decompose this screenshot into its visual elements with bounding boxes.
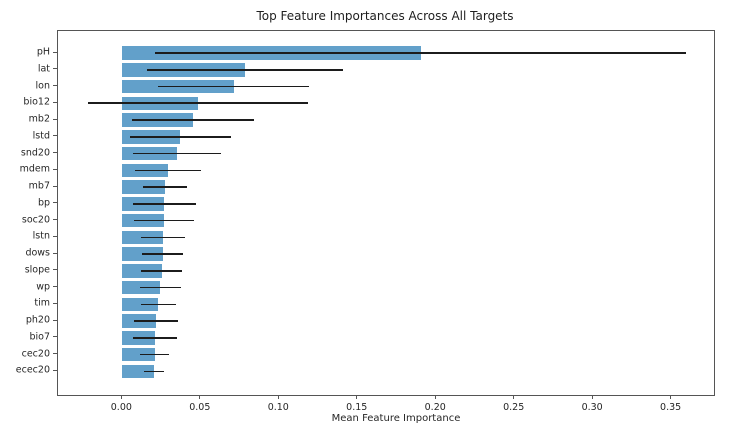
y-tick-label-mb2: mb2 [28,113,50,125]
y-tick-label-bp: bp [37,197,50,209]
error-bar-wp [139,286,181,289]
y-tick-mark [53,85,57,87]
error-bar-snd20 [133,152,222,155]
y-tick-mark [53,286,57,288]
y-tick-mark [53,336,57,338]
y-tick-label-soc20: soc20 [21,214,50,226]
x-tick-label-0.35: 0.35 [660,402,682,413]
y-tick-mark [53,101,57,103]
y-tick-mark [53,353,57,355]
error-bar-lat [146,68,343,71]
x-axis-label: Mean Feature Importance [331,413,461,424]
y-tick-label-mb7: mb7 [28,180,50,192]
y-tick-mark [53,252,57,254]
error-bar-mb7 [142,186,187,188]
y-tick-label-bio12: bio12 [23,96,50,108]
y-tick-mark [53,168,57,170]
y-tick-label-cec20: cec20 [21,348,50,360]
error-bar-cec20 [140,353,169,356]
y-tick-label-mdem: mdem [19,163,50,175]
y-tick-label-wp: wp [36,281,50,293]
y-tick-label-tim: tim [34,297,50,309]
error-bar-tim [141,303,176,306]
error-bar-mdem [134,169,201,172]
error-bar-bp [133,203,196,205]
y-tick-label-slope: slope [24,264,50,276]
y-tick-mark [53,135,57,137]
y-tick-mark [53,369,57,371]
x-tick-label-0.10: 0.10 [267,402,289,413]
y-tick-mark [53,219,57,221]
x-tick-label-0.00: 0.00 [110,402,132,413]
x-tick-mark [591,395,593,399]
x-tick-label-0.20: 0.20 [424,402,446,413]
error-bar-pH [155,52,686,54]
error-bar-slope [141,270,182,272]
y-tick-mark [53,68,57,70]
error-bar-lstd [130,136,231,138]
y-tick-mark [53,202,57,204]
x-tick-label-0.30: 0.30 [581,402,603,413]
error-bar-soc20 [134,219,194,222]
x-tick-mark [513,395,515,399]
error-bar-lstn [141,236,186,239]
bar-ecec20 [122,364,154,379]
y-tick-label-ph20: ph20 [25,314,50,326]
error-bar-dows [142,253,184,255]
x-tick-mark [199,395,201,399]
x-tick-mark [670,395,672,399]
x-tick-mark [356,395,358,399]
error-bar-ecec20 [143,370,164,373]
bar-cec20 [122,347,155,362]
y-tick-label-pH: pH [36,46,50,58]
y-tick-label-bio7: bio7 [29,331,50,343]
y-tick-mark [53,185,57,187]
x-tick-label-0.15: 0.15 [346,402,368,413]
error-bar-bio12 [87,102,308,105]
error-bar-ph20 [134,320,179,322]
x-tick-mark [120,395,122,399]
y-tick-label-ecec20: ecec20 [15,364,50,376]
plot-area [57,30,715,396]
y-tick-label-lstd: lstd [32,130,50,142]
error-bar-lon [158,85,310,88]
x-tick-label-0.25: 0.25 [503,402,525,413]
y-tick-mark [53,51,57,53]
y-tick-label-lat: lat [37,63,50,75]
y-tick-mark [53,302,57,304]
chart-title: Top Feature Importances Across All Targe… [256,9,514,23]
y-tick-mark [53,152,57,154]
y-tick-mark [53,235,57,237]
error-bar-mb2 [131,119,255,121]
y-tick-label-lstn: lstn [32,230,50,242]
y-tick-label-lon: lon [35,80,50,92]
error-bar-bio7 [133,337,178,339]
y-tick-label-dows: dows [25,247,50,259]
x-tick-label-0.05: 0.05 [189,402,211,413]
y-tick-mark [53,319,57,321]
bar-tim [122,297,159,312]
y-tick-mark [53,269,57,271]
y-tick-mark [53,118,57,120]
x-tick-mark [277,395,279,399]
y-tick-label-snd20: snd20 [20,147,50,159]
x-tick-mark [434,395,436,399]
